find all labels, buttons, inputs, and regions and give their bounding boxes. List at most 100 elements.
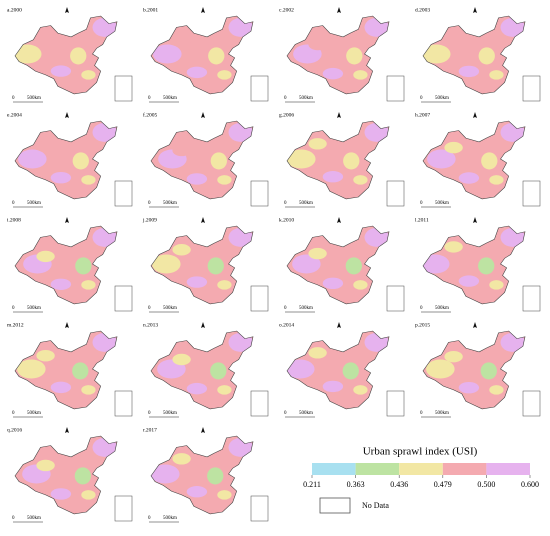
region	[186, 276, 208, 288]
region	[228, 437, 253, 457]
map-panel: m.2012 0 500km	[7, 322, 133, 418]
region	[186, 173, 208, 185]
panel-label: r.2017	[143, 427, 157, 433]
inset-box	[114, 75, 133, 102]
scale-label: 500km	[299, 411, 313, 416]
border	[422, 330, 526, 410]
region	[217, 280, 232, 290]
region	[153, 44, 182, 64]
region	[287, 149, 316, 169]
panel-label: p.2015	[415, 322, 430, 328]
region	[423, 44, 451, 64]
region	[81, 280, 96, 290]
scale-label: 500km	[299, 306, 313, 311]
border	[422, 225, 526, 305]
scale-label: 0	[284, 201, 287, 206]
border	[422, 120, 526, 200]
region	[500, 17, 525, 37]
scale-label: 500km	[27, 411, 41, 416]
scale-label: 500km	[27, 306, 41, 311]
panel-label: g.2006	[279, 112, 294, 118]
region	[500, 332, 525, 352]
inset-box	[386, 180, 405, 207]
region	[364, 227, 389, 247]
legend-tick-label: 0.436	[390, 480, 408, 489]
border	[14, 15, 118, 95]
region	[423, 254, 450, 274]
panel-label: i.2008	[7, 217, 21, 223]
panel-label: d.2003	[415, 7, 430, 13]
legend-swatch	[442, 463, 487, 475]
region	[92, 332, 117, 352]
region	[210, 152, 227, 170]
border	[14, 225, 118, 305]
map-panel: k.2010 0 500km	[279, 217, 405, 313]
inset-box	[522, 180, 541, 207]
north-arrow	[201, 427, 205, 433]
inset-box	[114, 495, 133, 522]
border	[286, 225, 390, 305]
scale-label: 0	[284, 306, 287, 311]
region	[489, 175, 504, 185]
scale-label: 500km	[27, 516, 41, 521]
region	[489, 70, 504, 80]
scale-label: 500km	[27, 96, 41, 101]
map-panel: d.2003 0 500km	[415, 7, 541, 103]
region	[364, 332, 389, 352]
china-map	[286, 225, 390, 305]
region	[50, 171, 72, 184]
region	[210, 362, 227, 380]
region	[364, 17, 389, 37]
legend-swatch	[355, 463, 400, 475]
region	[458, 65, 480, 78]
inset-box	[114, 180, 133, 207]
region	[364, 122, 389, 142]
map-fill	[15, 436, 117, 514]
panel-label: o.2014	[279, 322, 294, 328]
china-map	[14, 225, 118, 305]
region	[478, 257, 495, 275]
region	[75, 257, 92, 275]
region	[70, 47, 87, 65]
map-panel: o.2014 0 500km	[279, 322, 405, 418]
map-fill	[423, 16, 525, 94]
region	[151, 464, 180, 484]
scale-label: 0	[12, 306, 15, 311]
border	[14, 435, 118, 515]
scale-label: 500km	[435, 411, 449, 416]
region	[322, 67, 344, 80]
panel-label: n.2013	[143, 322, 158, 328]
inset-box	[386, 75, 405, 102]
panel-label: e.2004	[7, 112, 22, 118]
region	[186, 382, 208, 395]
region	[500, 227, 525, 247]
map-fill	[15, 121, 117, 199]
region	[427, 149, 456, 169]
region	[217, 385, 232, 395]
map-fill	[151, 226, 253, 304]
region	[353, 70, 368, 80]
panel-label: j.2009	[142, 217, 157, 223]
region	[50, 65, 72, 77]
north-arrow	[65, 217, 69, 223]
china-map	[150, 120, 254, 200]
region	[444, 32, 463, 44]
border	[14, 120, 118, 200]
map-panel: h.2007 0 500km	[415, 112, 541, 208]
scale-label: 0	[420, 411, 423, 416]
map-panel: l.2011 0 500km	[415, 217, 541, 313]
map-fill	[287, 331, 389, 409]
north-arrow	[473, 322, 477, 328]
region	[36, 140, 55, 153]
region	[322, 277, 344, 290]
region	[92, 227, 117, 247]
region	[186, 486, 208, 498]
region	[342, 362, 359, 380]
scale-label: 0	[12, 201, 15, 206]
region	[458, 275, 480, 287]
china-map	[150, 15, 254, 95]
region	[217, 175, 232, 185]
china-map	[14, 330, 118, 410]
scale-label: 500km	[163, 201, 177, 206]
